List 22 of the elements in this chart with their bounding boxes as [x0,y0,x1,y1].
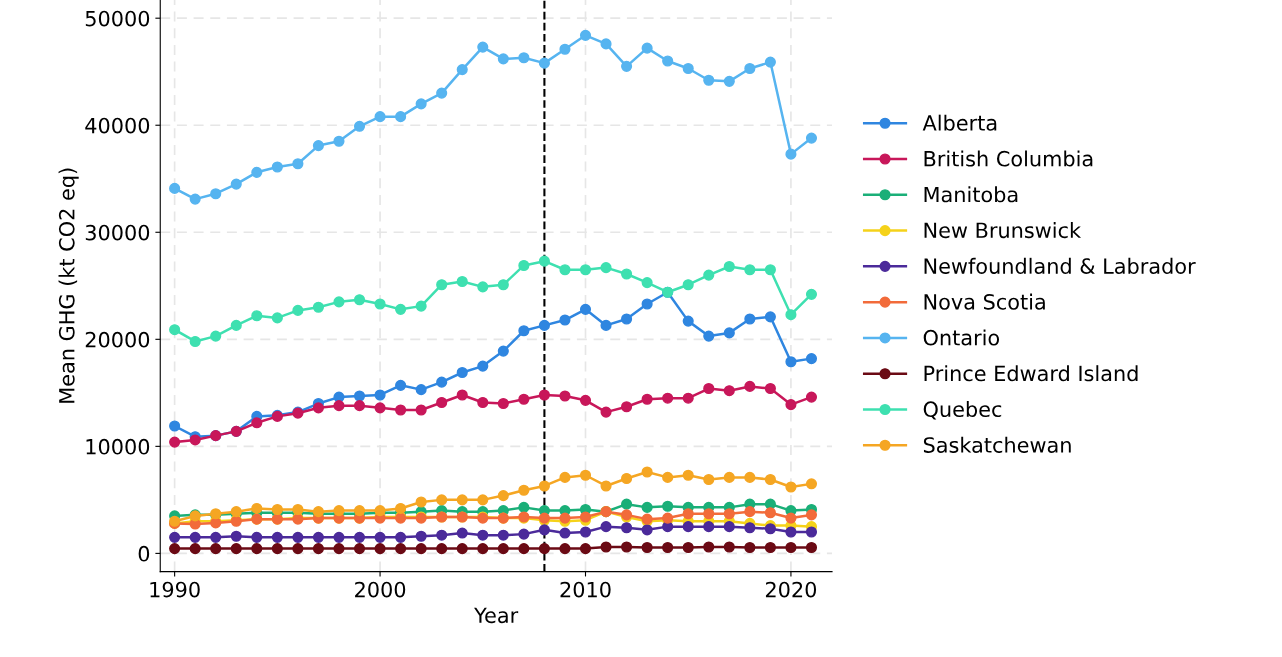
y-tick-label: 20000 [85,331,150,348]
y-tick-label: 30000 [85,224,150,241]
x-tick-label: 1990 [150,581,200,598]
y-tick-label: 50000 [85,10,150,27]
x-tick-label: 2020 [765,581,817,598]
legend-label: Ontario [923,329,1000,346]
x-tick-label: 2000 [355,581,406,598]
legend-label: New Brunswick [924,222,1082,239]
y-tick-label: 0 [138,545,150,562]
legend-label: Alberta [922,114,997,131]
y-axis-title: Mean GHG (kt CO2 eq) [58,168,79,403]
legend-label: Quebec [923,400,1002,420]
legend-label: Nova Scotia [924,293,1045,310]
legend-label: Saskatchewan [923,436,1071,453]
legend-label: British Columbia [924,150,1093,167]
legend-label: Manitoba [924,186,1018,203]
legend-label: Prince Edward Island [924,365,1138,382]
x-tick-label: 2010 [560,581,611,598]
y-tick-label: 10000 [86,438,150,455]
y-tick-label: 40000 [85,117,150,134]
legend-label: Newfoundland & Labrador [924,257,1196,274]
x-axis-title: Year [474,607,519,624]
